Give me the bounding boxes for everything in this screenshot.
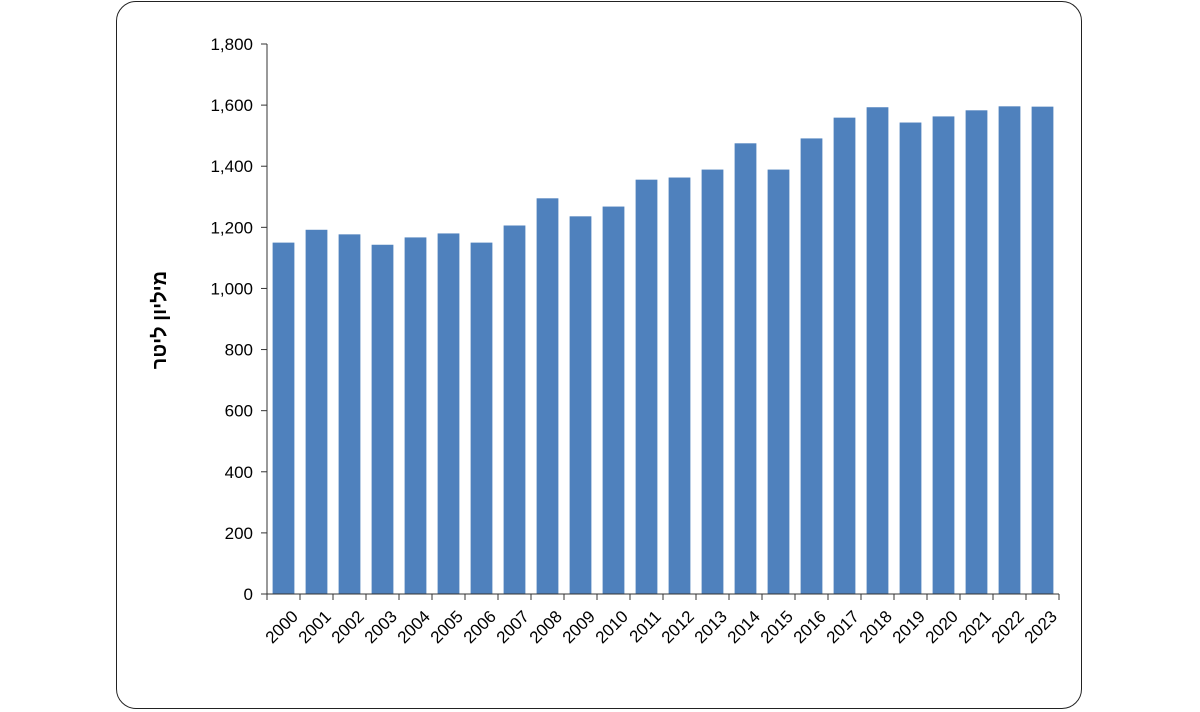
bar-2014 [734,143,757,594]
y-tick-label: 1,200 [210,218,253,237]
y-tick-label: 400 [225,463,253,482]
bar-2007 [503,225,526,594]
x-tick-label: 2002 [328,607,368,647]
x-tick-label: 2001 [295,607,335,647]
x-tick-label: 2012 [658,607,698,647]
bar-2015 [767,169,790,594]
y-tick-label: 1,600 [210,96,253,115]
x-tick-label: 2010 [592,607,632,647]
x-tick-label: 2022 [988,607,1028,647]
bar-2004 [404,237,427,595]
y-tick-label: 1,400 [210,157,253,176]
x-tick-label: 2018 [856,607,896,647]
bar-2018 [866,107,889,594]
bar-2016 [800,138,823,595]
bar-2013 [701,169,724,594]
bar-2020 [932,116,955,595]
bar-2005 [437,233,460,594]
x-tick-label: 2008 [526,607,566,647]
x-tick-label: 2015 [757,607,797,647]
bar-2017 [833,117,856,594]
y-tick-label: 800 [225,341,253,360]
y-axis-title: מיליון ליטר [149,271,171,369]
bar-2010 [602,206,625,594]
bar-2012 [668,177,691,594]
x-tick-label: 2017 [823,607,863,647]
x-tick-label: 2020 [922,607,962,647]
x-ticks-group: 2000200120022003200420052006200720082009… [262,594,1061,647]
x-tick-label: 2013 [691,607,731,647]
bar-2011 [635,179,658,595]
x-tick-label: 2019 [889,607,929,647]
y-tick-label: 0 [244,585,253,604]
y-tick-label: 200 [225,524,253,543]
y-tick-label: 1,000 [210,279,253,298]
bar-2006 [470,242,493,595]
y-ticks-group: 0 200 400 600 800 1,000 1,200 1,400 1,600 1,800 [210,35,267,604]
bar-2022 [998,106,1021,594]
bar-2021 [965,110,988,594]
bar-2009 [569,216,592,594]
x-tick-label: 2014 [724,607,764,647]
bar-2008 [536,198,559,594]
bar-2002 [338,234,361,595]
bar-2001 [305,229,328,594]
x-tick-label: 2009 [559,607,599,647]
x-tick-label: 2004 [394,607,434,647]
x-tick-label: 2000 [262,607,302,647]
bar-2023 [1031,106,1054,594]
bars-group [272,106,1054,595]
bar-2019 [899,122,922,594]
x-tick-label: 2023 [1021,607,1061,647]
x-tick-label: 2011 [626,607,665,646]
x-tick-label: 2003 [361,607,401,647]
y-tick-label: 1,800 [210,35,253,54]
x-tick-label: 2016 [790,607,830,647]
x-tick-label: 2021 [955,607,995,647]
bar-2000 [272,242,295,595]
x-tick-label: 2007 [493,607,533,647]
x-tick-label: 2005 [427,607,467,647]
x-tick-label: 2006 [460,607,500,647]
bar-2003 [371,244,394,594]
y-tick-label: 600 [225,402,253,421]
